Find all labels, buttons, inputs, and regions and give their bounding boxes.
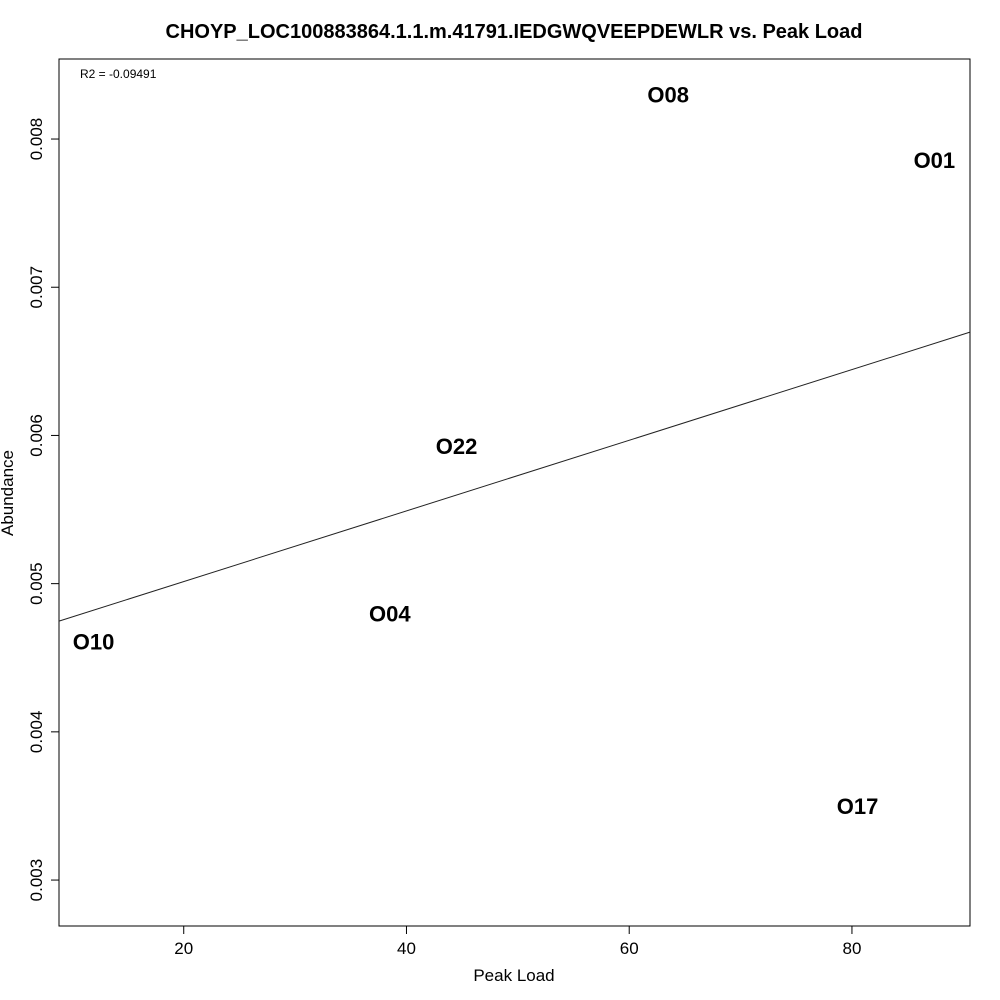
y-tick-label: 0.005 xyxy=(27,562,46,605)
point-label: O22 xyxy=(436,434,478,459)
x-tick-label: 60 xyxy=(620,939,639,958)
point-label: O01 xyxy=(914,148,956,173)
x-axis: 20 40 60 80 xyxy=(174,926,861,958)
point-label: O08 xyxy=(647,83,689,108)
x-tick-label: 20 xyxy=(174,939,193,958)
regression-line-group xyxy=(58,331,971,622)
x-axis-title: Peak Load xyxy=(473,966,554,985)
point-label: O10 xyxy=(73,629,115,654)
y-tick-label: 0.008 xyxy=(27,118,46,161)
y-tick-label: 0.006 xyxy=(27,414,46,457)
r2-annotation: R2 = -0.09491 xyxy=(80,67,157,81)
y-tick-label: 0.007 xyxy=(27,266,46,309)
point-label: O17 xyxy=(837,794,879,819)
y-tick-label: 0.003 xyxy=(27,859,46,902)
x-tick-label: 80 xyxy=(842,939,861,958)
regression-line xyxy=(58,331,971,622)
y-axis-title: Abundance xyxy=(0,450,17,536)
x-tick-label: 40 xyxy=(397,939,416,958)
chart-title: CHOYP_LOC100883864.1.1.m.41791.IEDGWQVEE… xyxy=(166,21,863,43)
y-tick-label: 0.004 xyxy=(27,711,46,754)
point-label: O04 xyxy=(369,601,411,626)
y-axis: 0.003 0.004 0.005 0.006 0.007 0.008 xyxy=(27,118,59,902)
plot-frame xyxy=(58,58,971,927)
point-labels-group: O08 O01 O22 O04 O10 O17 xyxy=(73,83,955,819)
